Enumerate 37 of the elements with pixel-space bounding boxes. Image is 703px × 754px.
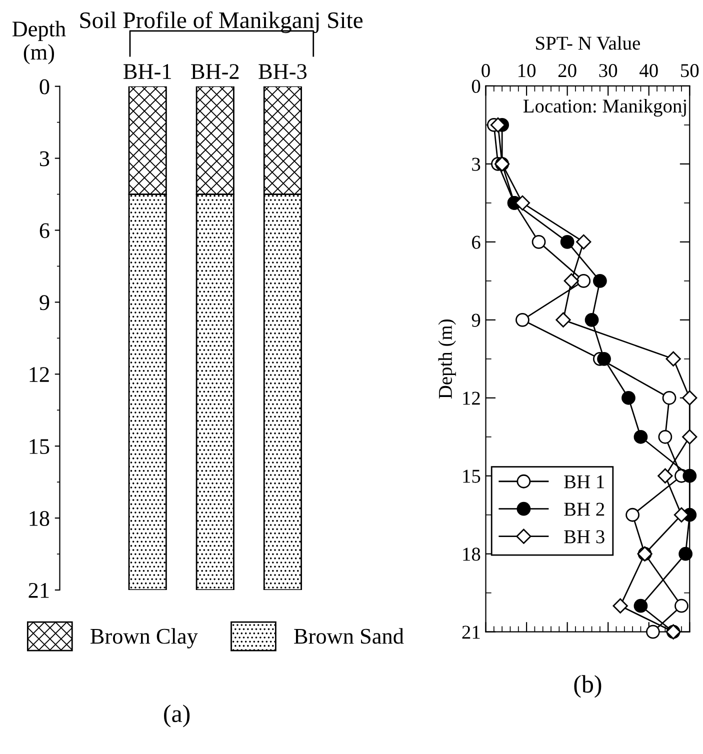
y-tick-label: 0 [40, 79, 50, 94]
y-tick-label: 6 [40, 223, 50, 238]
x-tick-label: 0 [482, 64, 490, 78]
annotation: Location: Manikgonj [523, 98, 686, 117]
y-tick-label: 21 [462, 626, 480, 639]
y-tick-label: 3 [472, 158, 480, 171]
x-tick-label: 30 [599, 64, 618, 78]
legend-label: Brown Sand [294, 628, 404, 644]
legend-label: BH 2 [564, 502, 604, 516]
x-tick-label: 20 [558, 64, 576, 78]
y-tick-label: 15 [463, 470, 480, 483]
y-tick-label: 15 [30, 439, 50, 454]
x-tick-label: BH-2 [191, 64, 239, 79]
y-tick-label: 0 [472, 80, 480, 93]
text: (a) [164, 704, 190, 728]
y-tick-label: 3 [40, 151, 50, 166]
y-tick-label: 18 [30, 510, 50, 526]
legend-label: BH 3 [564, 530, 604, 544]
y-tick-label: 21 [28, 583, 49, 598]
x-tick-label: 40 [640, 64, 658, 78]
y-tick-label: 12 [30, 367, 49, 382]
y-axis-title: Depth (m) [438, 320, 456, 399]
y-tick-label: 9 [40, 295, 50, 310]
x-tick-label: 50 [681, 64, 699, 78]
text: (b) [574, 675, 602, 698]
x-tick-label: BH-3 [258, 64, 307, 80]
y-tick-label: 6 [472, 236, 480, 249]
y-tick-label: 9 [472, 314, 480, 327]
chart-title: Soil Profile of Manikganj Site [80, 11, 363, 34]
x-tick-label: BH-1 [124, 64, 171, 79]
legend-label: Brown Clay [90, 628, 198, 648]
legend-label: BH 1 [564, 475, 604, 488]
x-tick-label: 10 [518, 64, 536, 78]
x-axis-title: SPT- N Value [536, 36, 640, 50]
y-axis-title: Depth (m) [12, 20, 66, 64]
y-tick-label: 18 [463, 548, 480, 561]
y-tick-label: 12 [463, 392, 480, 405]
